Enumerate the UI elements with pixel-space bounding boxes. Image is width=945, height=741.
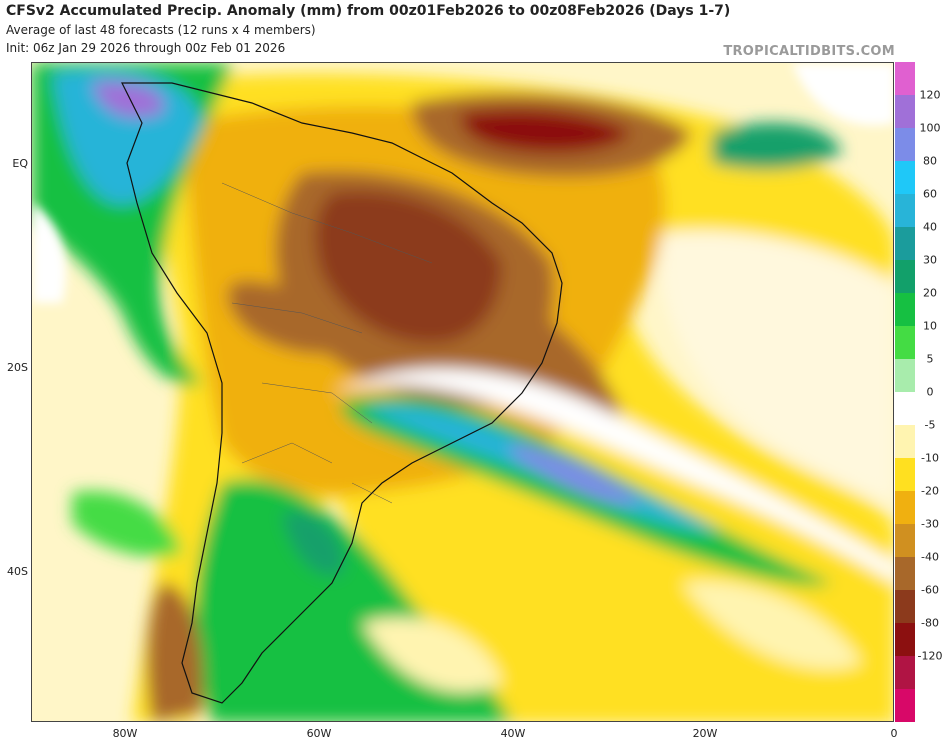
colorbar-label: 20	[923, 286, 937, 300]
colorbar-swatch	[895, 194, 915, 227]
colorbar-swatch	[895, 656, 915, 689]
colorbar-label: 10	[923, 319, 937, 333]
colorbar-swatch	[895, 95, 915, 128]
colorbar-swatch	[895, 590, 915, 623]
colorbar-swatch	[895, 161, 915, 194]
colorbar-swatch	[895, 491, 915, 524]
colorbar-label: -40	[921, 550, 939, 564]
colorbar-label: 80	[923, 154, 937, 168]
init-description: Init: 06z Jan 29 2026 through 00z Feb 01…	[6, 41, 286, 55]
colorbar-label: 30	[923, 253, 937, 267]
lon-label-40w: 40W	[500, 727, 526, 740]
colorbar-label: -80	[921, 616, 939, 630]
colorbar-swatch	[895, 62, 915, 95]
colorbar-swatch	[895, 359, 915, 392]
colorbar-label: -60	[921, 583, 939, 597]
colorbar	[895, 62, 915, 722]
colorbar-swatch	[895, 326, 915, 359]
map-panel[interactable]	[31, 62, 894, 722]
colorbar-swatch	[895, 458, 915, 491]
lon-label-80w: 80W	[112, 727, 138, 740]
lon-label-0: 0	[890, 727, 898, 740]
colorbar-swatch	[895, 689, 915, 722]
colorbar-swatch	[895, 227, 915, 260]
lon-label-20w: 20W	[692, 727, 718, 740]
coastline	[121, 82, 563, 704]
colorbar-swatch	[895, 293, 915, 326]
anomaly-field	[32, 63, 893, 721]
colorbar-label: -10	[921, 451, 939, 465]
brand-watermark: TROPICALTIDBITS.COM	[723, 44, 895, 59]
colorbar-label: 120	[919, 88, 941, 102]
colorbar-label: 60	[923, 187, 937, 201]
colorbar-swatch	[895, 557, 915, 590]
colorbar-label: 5	[926, 352, 934, 366]
lat-label-20s: 20S	[7, 361, 28, 374]
forecast-description: Average of last 48 forecasts (12 runs x …	[6, 23, 316, 37]
lon-label-60w: 60W	[306, 727, 332, 740]
colorbar-label: 40	[923, 220, 937, 234]
colorbar-label: -120	[917, 649, 943, 663]
colorbar-label: -5	[924, 418, 936, 432]
colorbar-swatch	[895, 128, 915, 161]
colorbar-label: 0	[926, 385, 934, 399]
colorbar-label: -30	[921, 517, 939, 531]
lat-label-eq: EQ	[12, 157, 28, 170]
colorbar-label: -20	[921, 484, 939, 498]
lat-label-40s: 40S	[7, 565, 28, 578]
map-title: CFSv2 Accumulated Precip. Anomaly (mm) f…	[6, 3, 731, 19]
colorbar-swatch	[895, 425, 915, 458]
colorbar-swatch	[895, 260, 915, 293]
colorbar-swatch	[895, 623, 915, 656]
colorbar-swatch	[895, 392, 915, 425]
colorbar-swatch	[895, 524, 915, 557]
colorbar-label: 100	[919, 121, 941, 135]
